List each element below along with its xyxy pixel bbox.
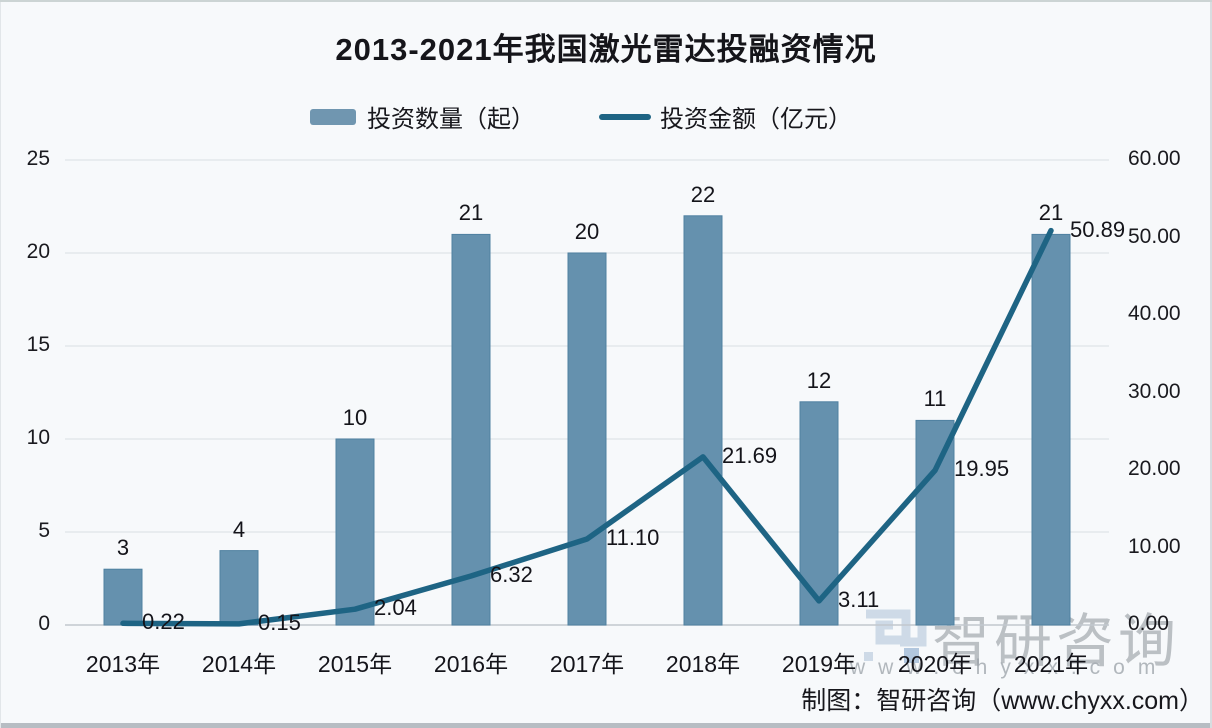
legend-item-bar-series: 投资数量（起） bbox=[310, 99, 535, 134]
legend-item-line-series: 投资金额（亿元） bbox=[599, 99, 852, 134]
line-series bbox=[120, 227, 1054, 627]
line-series-swatch-icon bbox=[599, 113, 651, 120]
legend-label-line-series: 投资金额（亿元） bbox=[660, 106, 852, 133]
bar bbox=[219, 550, 259, 626]
bar bbox=[335, 438, 375, 626]
watermark-url-text: www.chyxx.com bbox=[850, 656, 1169, 679]
bar-series-swatch-icon bbox=[310, 108, 356, 125]
bar bbox=[103, 568, 143, 626]
legend: 投资数量（起） 投资金额（亿元） bbox=[0, 99, 1187, 134]
bar bbox=[915, 419, 955, 626]
bar bbox=[1031, 233, 1071, 626]
bar bbox=[683, 215, 723, 626]
credit-line: 制图：智研咨询（www.chyxx.com） bbox=[801, 687, 1204, 715]
bar bbox=[799, 401, 839, 626]
bar bbox=[451, 233, 491, 626]
legend-label-bar-series: 投资数量（起） bbox=[367, 106, 535, 133]
bar bbox=[567, 252, 607, 626]
chart-title: 2013-2021年我国激光雷达投融资情况 bbox=[335, 32, 877, 67]
